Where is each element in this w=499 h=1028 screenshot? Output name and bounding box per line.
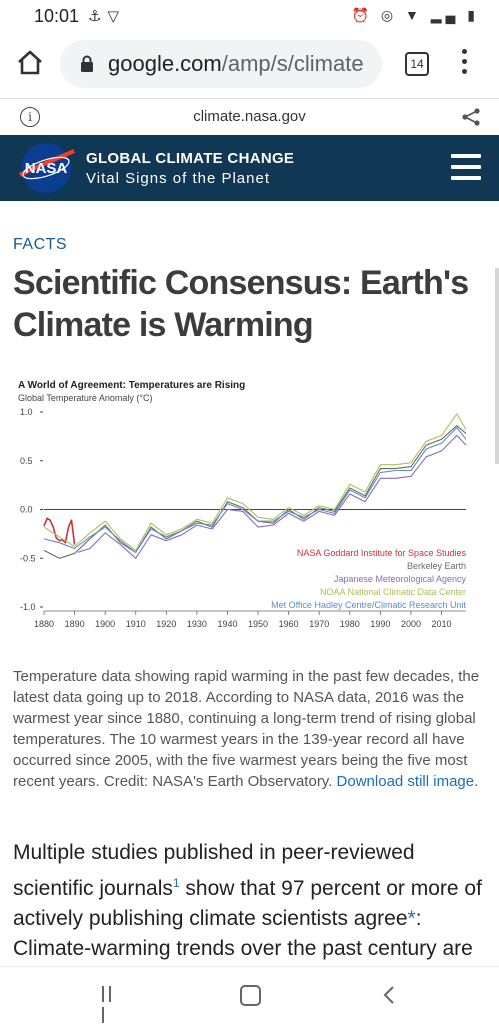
x-tick-label: 1930 [187, 619, 207, 629]
amp-domain[interactable]: climate.nasa.gov [193, 108, 306, 125]
signal-icon: ▂▄ [430, 7, 460, 23]
chart-title: A World of Agreement: Temperatures are R… [18, 380, 245, 391]
back-icon[interactable] [382, 985, 396, 1005]
x-tick-label: 1900 [95, 619, 115, 629]
wifi-outline-icon: ▽ [107, 8, 125, 25]
y-tick-label: 0.5 [20, 456, 33, 466]
temperature-chart: A World of Agreement: Temperatures are R… [0, 372, 499, 642]
legend-entry: Japanese Meteorological Agency [334, 574, 467, 584]
status-bar: 10:01 ⚓▽ ⏰ ◎ ▼ ▂▄ ▮ [0, 0, 499, 32]
system-nav-bar [0, 966, 499, 1025]
footnote-link[interactable]: 1 [172, 876, 180, 890]
x-tick-label: 1970 [309, 619, 329, 629]
x-tick-label: 1980 [340, 619, 360, 629]
usb-icon: ⚓ [88, 8, 108, 25]
nasa-logo-text: NASA [25, 160, 68, 177]
site-subtitle: Vital Signs of the Planet [86, 170, 270, 187]
url-text: google.com/amp/s/climate [108, 51, 364, 77]
nasa-logo[interactable]: NASA [16, 141, 76, 195]
body-text-2: show that 97 percent or more of actively… [13, 877, 482, 930]
scrollbar-thumb[interactable] [495, 268, 499, 464]
section-label[interactable]: FACTS [13, 236, 68, 253]
status-right-icons: ⏰ ◎ ▼ ▂▄ ▮ [352, 7, 479, 24]
x-tick-label: 1990 [370, 619, 390, 629]
series-line [77, 434, 467, 559]
tab-switcher-button[interactable]: 14 [405, 52, 429, 76]
address-bar[interactable]: google.com/amp/s/climate [60, 40, 382, 88]
alarm-icon: ⏰ [351, 7, 373, 23]
chart-caption: Temperature data showing rapid warming i… [13, 666, 489, 792]
page-title: Scientific Consensus: Earth's Climate is… [13, 264, 469, 344]
chart-ylabel: Global Temperature Anomaly (°C) [18, 393, 153, 403]
x-tick-label: 1880 [34, 619, 54, 629]
hotspot-icon: ◎ [380, 7, 398, 23]
body-text-3: : Climate-warming trends over the past c… [13, 907, 473, 960]
x-tick-label: 1890 [65, 619, 85, 629]
x-tick-label: 1950 [248, 619, 268, 629]
url-host: google.com [108, 51, 222, 76]
legend-entry: NOAA National Climatic Data Center [320, 587, 466, 597]
x-tick-label: 2010 [432, 619, 452, 629]
x-tick-label: 1940 [217, 619, 237, 629]
legend-entry: Berkeley Earth [407, 561, 466, 571]
battery-icon: ▮ [467, 7, 479, 23]
series-line [43, 517, 76, 545]
asterisk-link[interactable]: * [407, 907, 416, 930]
caption-text: Temperature data showing rapid warming i… [13, 668, 480, 790]
series-line [43, 425, 467, 559]
y-tick-label: 0.0 [20, 505, 33, 515]
url-path: /amp/s/climate [221, 51, 364, 76]
x-tick-label: 1910 [126, 619, 146, 629]
wifi-icon: ▼ [404, 7, 423, 23]
more-options-icon[interactable] [460, 49, 468, 77]
home-nav-icon[interactable] [240, 985, 261, 1006]
info-icon[interactable]: i [20, 107, 40, 127]
caption-end: . [474, 773, 479, 790]
body-text-1: Multiple studies published in peer-revie… [13, 841, 415, 900]
menu-icon[interactable] [451, 154, 481, 180]
x-tick-label: 1960 [279, 619, 299, 629]
series-line [43, 413, 467, 551]
y-tick-label: -0.5 [20, 553, 36, 563]
chart-svg: A World of Agreement: Temperatures are R… [18, 380, 467, 629]
amp-info-bar: i climate.nasa.gov [0, 98, 499, 136]
y-tick-label: -1.0 [20, 602, 36, 612]
site-title[interactable]: GLOBAL CLIMATE CHANGE [86, 150, 295, 167]
status-left-icons: ⚓▽ [88, 7, 125, 25]
share-icon[interactable] [461, 107, 481, 127]
browser-toolbar: google.com/amp/s/climate 14 [0, 32, 499, 96]
series-line [43, 427, 467, 553]
status-time: 10:01 [34, 6, 80, 26]
legend-entry: NASA Goddard Institute for Space Studies [297, 548, 467, 558]
download-still-image-link[interactable]: Download still image [336, 773, 475, 790]
y-tick-label: 1.0 [20, 407, 33, 417]
recent-apps-icon[interactable] [102, 986, 122, 1023]
x-tick-label: 2000 [401, 619, 421, 629]
home-icon[interactable] [14, 46, 46, 78]
article-body: Multiple studies published in peer-revie… [13, 838, 489, 966]
legend-entry: Met Office Hadley Centre/Climatic Resear… [271, 600, 466, 610]
x-tick-label: 1920 [156, 619, 176, 629]
site-header: NASA GLOBAL CLIMATE CHANGE Vital Signs o… [0, 135, 499, 201]
lock-icon [81, 55, 93, 72]
